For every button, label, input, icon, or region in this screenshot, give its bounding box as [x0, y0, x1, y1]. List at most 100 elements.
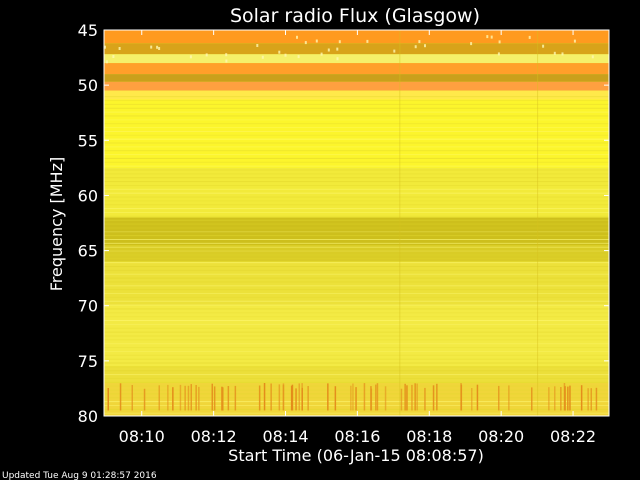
- burst-streak: [307, 386, 309, 411]
- spectral-line: [104, 146, 609, 148]
- burst-streak: [587, 388, 589, 411]
- frequency-band-2: [104, 54, 609, 64]
- burst-streak: [411, 384, 413, 411]
- spectral-line: [104, 350, 609, 352]
- hotspot-speck: [112, 55, 115, 58]
- spectral-line: [104, 157, 609, 159]
- spectral-line: [104, 300, 609, 302]
- y-tick-label: 65: [78, 242, 98, 261]
- spectral-line: [104, 184, 609, 186]
- spectral-line: [104, 285, 609, 287]
- spectral-line: [104, 223, 609, 225]
- hotspot-speck: [470, 42, 473, 46]
- hotspot-speck: [118, 47, 121, 50]
- spectral-line: [104, 347, 609, 349]
- burst-streak: [222, 387, 224, 411]
- hotspot-speck: [225, 59, 228, 63]
- hotspot-speck: [304, 41, 307, 45]
- burst-streak: [432, 385, 435, 411]
- spectral-line: [104, 165, 609, 167]
- burst-streak: [590, 388, 592, 411]
- spectral-line: [104, 277, 609, 279]
- frequency-band-8: [104, 167, 609, 218]
- spectral-line: [104, 269, 609, 271]
- burst-streak: [167, 384, 169, 411]
- burst-streak: [119, 383, 122, 411]
- hotspot-speck: [158, 47, 161, 50]
- spectral-line: [104, 211, 609, 213]
- burst-streak: [227, 386, 230, 411]
- spectral-line: [104, 343, 609, 345]
- spectral-line: [104, 196, 609, 198]
- spectral-line: [104, 215, 609, 217]
- spectral-line: [104, 250, 609, 252]
- spectral-line: [104, 246, 609, 248]
- spectral-line: [104, 320, 609, 322]
- burst-streak: [414, 383, 416, 411]
- y-tick-label: 60: [78, 186, 98, 205]
- hotspot-speck: [156, 45, 159, 49]
- hotspot-speck: [414, 45, 417, 49]
- burst-streak: [436, 383, 438, 411]
- spectral-line: [104, 242, 609, 244]
- burst-streak: [270, 383, 272, 411]
- spectral-line: [104, 238, 609, 240]
- y-axis-ticks: 45 50 55 60 65 70 75 80: [78, 21, 609, 426]
- burst-streak: [278, 384, 281, 411]
- burst-streak: [560, 387, 562, 411]
- spectral-line: [104, 177, 609, 179]
- spectral-line: [104, 123, 609, 125]
- burst-streak: [211, 383, 213, 411]
- frequency-band-10: [104, 245, 609, 262]
- spectral-line: [104, 323, 609, 325]
- burst-streak: [131, 385, 133, 411]
- frequency-band-0: [104, 30, 609, 44]
- frequency-band-1: [104, 43, 609, 55]
- hotspot-speck: [573, 39, 576, 43]
- x-tick-label: 08:22: [550, 427, 596, 446]
- hotspot-speck: [261, 55, 264, 59]
- spectral-line: [104, 327, 609, 329]
- frequency-band-4: [104, 74, 609, 82]
- frequency-band-3: [104, 63, 609, 75]
- spectral-line: [104, 296, 609, 298]
- spectral-line: [104, 169, 609, 171]
- spectral-line: [104, 312, 609, 314]
- spectral-line: [104, 235, 609, 237]
- spectral-line: [104, 231, 609, 233]
- hotspot-speck: [553, 51, 556, 55]
- burst-streak: [595, 387, 598, 411]
- burst-streak: [213, 386, 216, 411]
- burst-streak: [404, 383, 406, 411]
- burst-streak: [406, 385, 408, 411]
- burst-streak: [301, 387, 303, 411]
- spectral-line: [104, 362, 609, 364]
- frequency-band-11: [104, 261, 609, 306]
- burst-streak: [187, 385, 190, 411]
- hotspot-speck: [561, 52, 564, 56]
- burst-streak: [221, 386, 223, 411]
- spectral-line: [104, 227, 609, 229]
- spectral-line: [104, 204, 609, 206]
- burst-streak: [471, 388, 473, 411]
- spectral-line: [104, 370, 609, 372]
- spectral-line: [104, 262, 609, 264]
- y-tick-label: 70: [78, 297, 98, 316]
- burst-streak: [416, 383, 418, 411]
- hotspot-speck: [225, 53, 228, 57]
- burst-streak: [327, 383, 329, 411]
- spectral-line: [104, 331, 609, 333]
- hotspot-speck: [424, 44, 426, 48]
- burst-streak: [548, 387, 550, 411]
- y-tick-label: 50: [78, 76, 98, 95]
- burst-streak: [352, 383, 354, 411]
- hotspot-speck: [393, 49, 396, 53]
- burst-streak: [384, 386, 387, 411]
- hotspot-speck: [542, 44, 545, 48]
- hotspot-speck: [205, 53, 208, 57]
- spectral-line: [104, 200, 609, 202]
- burst-streak: [334, 386, 337, 411]
- y-tick-label: 80: [78, 407, 98, 426]
- y-tick-label: 45: [78, 21, 98, 40]
